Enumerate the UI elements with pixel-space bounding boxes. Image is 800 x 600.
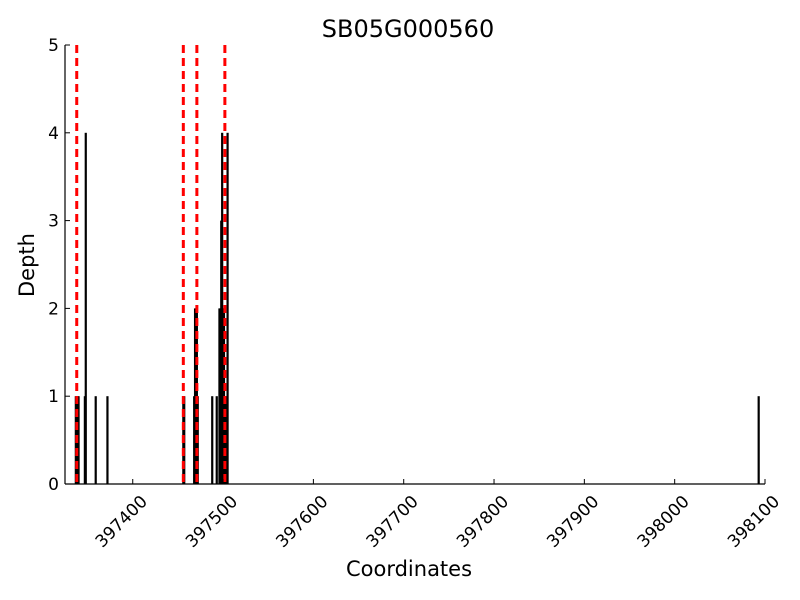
- bars-group: [74, 132, 760, 485]
- y-tick-label: 2: [48, 299, 59, 319]
- x-ticks-group: 397400 397500 397600 397700 397800 397900 3980…: [92, 479, 784, 552]
- x-tick-label: 397900: [543, 492, 603, 552]
- depth-bar: [211, 396, 214, 484]
- depth-bar: [226, 132, 229, 485]
- x-tick-label: 398000: [634, 492, 694, 552]
- depth-bar: [215, 396, 218, 484]
- depth-bar: [106, 396, 109, 484]
- y-axis-label: Depth: [15, 233, 39, 297]
- chart-title: SB05G000560: [322, 15, 494, 43]
- y-tick-label: 5: [48, 36, 59, 56]
- x-tick-label: 397500: [182, 492, 242, 552]
- y-tick-label: 4: [48, 124, 59, 144]
- x-tick-label: 397600: [272, 492, 332, 552]
- y-tick-label: 3: [48, 212, 59, 232]
- markers-group: [75, 45, 227, 484]
- y-ticks-group: 0 1 2 3 4 5: [48, 36, 70, 495]
- y-tick-label: 1: [48, 387, 59, 407]
- depth-bar: [77, 396, 80, 484]
- x-axis-label: Coordinates: [346, 557, 472, 581]
- axes-group: [64, 45, 765, 485]
- depth-bar: [757, 396, 760, 484]
- x-tick-label: 398100: [724, 492, 784, 552]
- depth-bar: [94, 396, 97, 484]
- depth-bar: [84, 132, 87, 485]
- x-tick-label: 397800: [453, 492, 513, 552]
- y-tick-label: 0: [48, 475, 59, 495]
- x-tick-label: 397700: [363, 492, 423, 552]
- x-tick-label: 397400: [92, 492, 152, 552]
